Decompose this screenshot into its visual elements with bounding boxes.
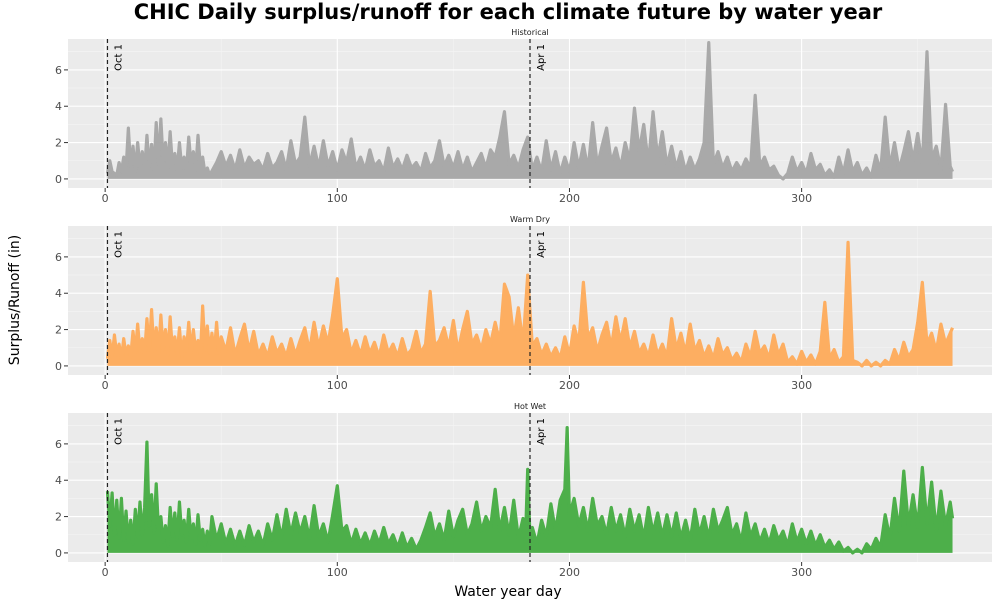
y-axis-title: Surplus/Runoff (in) (7, 235, 23, 365)
x-tick-label: 0 (102, 192, 109, 205)
x-tick-label: 200 (559, 379, 580, 392)
x-tick-label: 100 (327, 379, 348, 392)
x-tick-label: 300 (791, 566, 812, 579)
series-area (107, 427, 953, 553)
x-axis-title: Water year day (454, 584, 561, 600)
y-tick-label: 6 (55, 64, 62, 77)
x-tick-label: 300 (791, 379, 812, 392)
reference-label: Apr 1 (536, 231, 547, 258)
chart-title: CHIC Daily surplus/runoff for each clima… (134, 0, 883, 24)
panel-title: Historical (511, 28, 548, 37)
x-tick-label: 200 (559, 566, 580, 579)
x-tick-label: 0 (102, 379, 109, 392)
x-tick-label: 200 (559, 192, 580, 205)
series-line (105, 41, 955, 181)
y-tick-label: 0 (55, 360, 62, 373)
reference-label: Oct 1 (113, 418, 124, 445)
reference-label: Oct 1 (113, 231, 124, 258)
x-tick-label: 300 (791, 192, 812, 205)
reference-label: Apr 1 (536, 418, 547, 445)
series-line (105, 425, 955, 555)
x-tick-label: 0 (102, 566, 109, 579)
reference-label: Oct 1 (113, 44, 124, 71)
panel-2: Oct 1 Apr 1 Hot Wet 0 2 4 6 0 100 200 300 (55, 402, 992, 579)
panel-0: Oct 1 Apr 1 Historical 0 2 4 6 0 100 200 300 (55, 28, 992, 205)
reference-label: Apr 1 (536, 44, 547, 71)
y-tick-label: 6 (55, 438, 62, 451)
y-tick-label: 2 (55, 511, 62, 524)
series-line (105, 240, 955, 368)
panel-1: Oct 1 Apr 1 Warm Dry 0 2 4 6 0 100 200 300 (55, 215, 992, 392)
panel-title: Warm Dry (510, 215, 550, 224)
y-tick-label: 0 (55, 173, 62, 186)
x-tick-label: 100 (327, 566, 348, 579)
y-tick-label: 2 (55, 324, 62, 337)
y-tick-label: 4 (55, 287, 62, 300)
y-tick-label: 4 (55, 474, 62, 487)
y-tick-label: 6 (55, 251, 62, 264)
y-tick-label: 4 (55, 100, 62, 113)
y-tick-label: 2 (55, 137, 62, 150)
x-tick-label: 100 (327, 192, 348, 205)
y-tick-label: 0 (55, 547, 62, 560)
panel-title: Hot Wet (514, 402, 546, 411)
